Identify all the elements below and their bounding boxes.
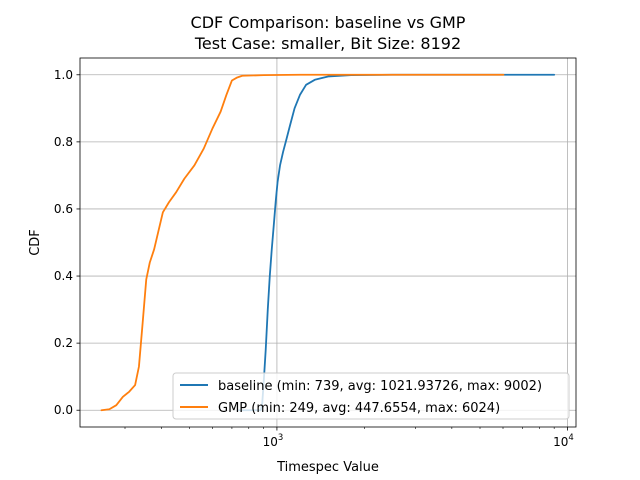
y-tick-label: 0.0	[54, 403, 73, 417]
x-tick-label: 104	[553, 433, 574, 449]
series-lines	[100, 73, 556, 412]
y-axis-label: CDF	[28, 229, 43, 256]
y-tick-label: 0.4	[54, 269, 73, 283]
series-line-gmp	[100, 73, 505, 412]
y-tick-label: 0.6	[54, 202, 73, 216]
y-tick-label: 0.8	[54, 135, 73, 149]
legend-label-gmp: GMP (min: 249, avg: 447.6554, max: 6024)	[218, 401, 500, 416]
legend-label-baseline: baseline (min: 739, avg: 1021.93726, max…	[218, 379, 542, 394]
axis-ticks: 0.0 0.2 0.4 0.6 0.8 1.0 103 104	[54, 68, 574, 449]
y-tick-label: 1.0	[54, 68, 73, 82]
x-tick-label: 103	[263, 433, 284, 449]
chart-title: CDF Comparison: baseline vs GMP	[191, 13, 466, 32]
y-tick-label: 0.2	[54, 336, 73, 350]
x-axis-label: Timespec Value	[276, 460, 379, 475]
chart-subtitle: Test Case: smaller, Bit Size: 8192	[194, 34, 461, 53]
legend: baseline (min: 739, avg: 1021.93726, max…	[172, 372, 570, 420]
series-line-baseline	[237, 73, 556, 412]
legend-box	[172, 372, 570, 420]
plot-frame	[79, 57, 577, 428]
